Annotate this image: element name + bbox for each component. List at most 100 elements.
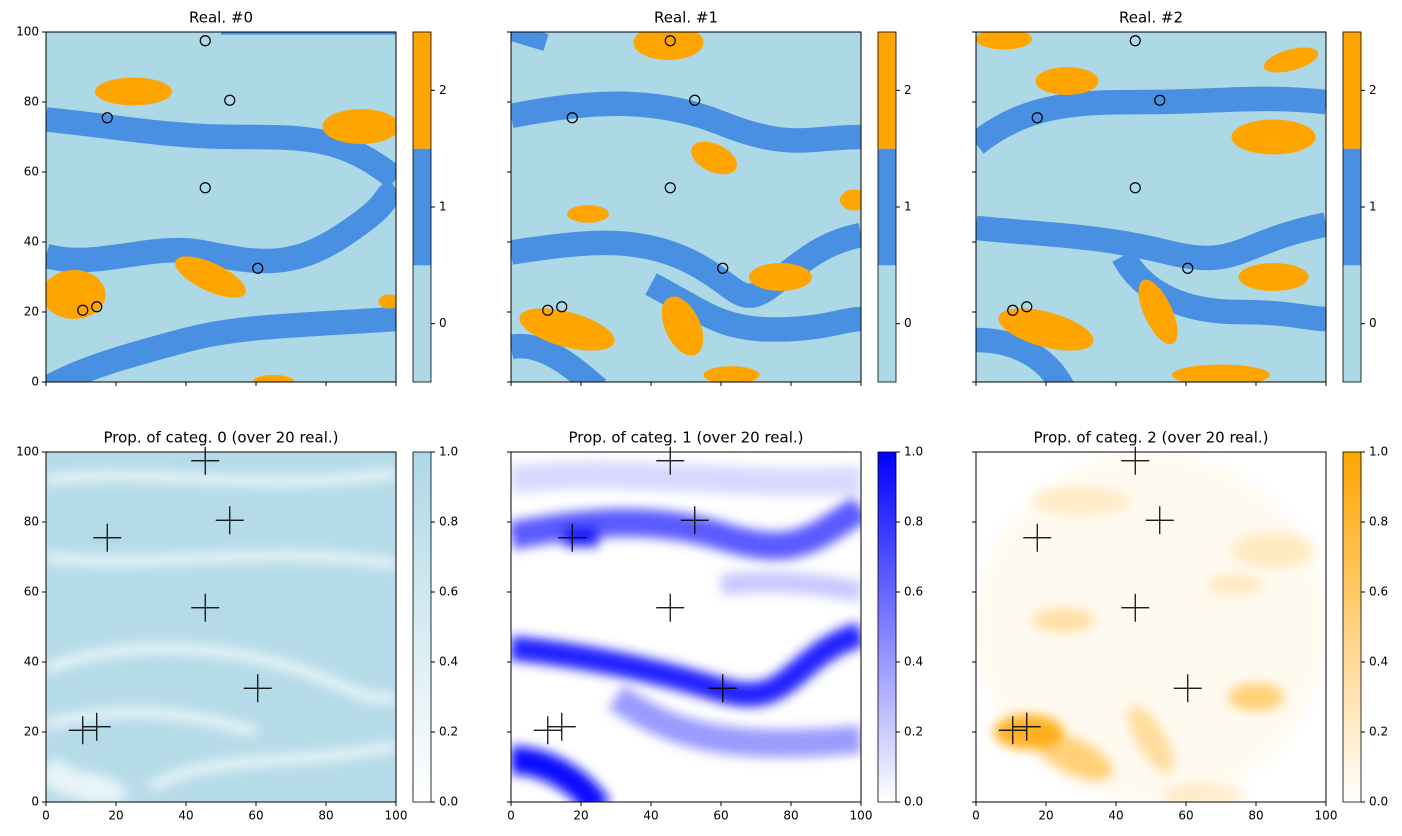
point [1154,94,1166,106]
point [533,716,562,745]
field [511,452,861,802]
panel-title: Prop. of categ. 0 (over 20 real.) [104,429,339,447]
cbar-tick-label: 0.8 [439,515,458,529]
point [1012,712,1041,741]
cbar-tick-label: 0.8 [904,515,923,529]
cbar-frame [1342,451,1362,803]
cbar-band [413,265,431,382]
panel-title: Prop. of categ. 1 (over 20 real.) [569,429,804,447]
cbar-band [1343,32,1361,149]
point [717,262,729,274]
cbar-band [878,148,896,266]
point [708,674,737,703]
cbar-tick-label: 1.0 [1369,445,1388,459]
cbar-gradient [1343,452,1361,802]
x-tick-label: 0 [42,809,50,823]
point [68,716,97,745]
cbar-tick-label: 2 [439,83,447,97]
point [199,35,211,47]
point [1173,674,1202,703]
point [558,523,587,552]
x-tick-label: 0 [972,809,980,823]
cbar-tick-label: 0.4 [439,655,458,669]
x-tick-label: 60 [713,809,728,823]
point [93,523,122,552]
point [1129,182,1141,194]
y-tick-label: 20 [24,305,39,319]
point [547,712,576,741]
point [680,506,709,535]
point [1129,35,1141,47]
point [252,262,264,274]
cbar-tick-label: 0.8 [1369,515,1388,529]
point [1145,506,1174,535]
x-tick-label: 40 [643,809,658,823]
point [191,593,220,622]
cbar-band [1343,148,1361,266]
field [46,452,396,802]
panel-title: Real. #2 [1119,9,1183,27]
point [215,506,244,535]
y-tick-label: 60 [24,585,39,599]
x-tick-label: 100 [385,809,408,823]
point [656,593,685,622]
point [566,112,578,124]
x-tick-label: 100 [850,809,873,823]
cbar-tick-label: 0.6 [439,585,458,599]
point [689,94,701,106]
cbar-tick-label: 1.0 [904,445,923,459]
point [77,304,89,316]
x-tick-label: 40 [178,809,193,823]
cbar-tick-label: 0.0 [1369,795,1388,809]
y-tick-label: 40 [24,655,39,669]
cbar-gradient [413,452,431,802]
point [1031,112,1043,124]
cbar-tick-label: 0.2 [439,725,458,739]
point [1121,593,1150,622]
point [224,94,236,106]
cbar-tick-label: 0.0 [439,795,458,809]
y-tick-label: 60 [24,165,39,179]
cbar-tick-label: 2 [1369,83,1377,97]
point [91,301,103,313]
cbar-tick-label: 0.2 [1369,725,1388,739]
point [1023,523,1052,552]
point [101,112,113,124]
y-tick-label: 80 [24,95,39,109]
axes-frame [510,31,862,383]
point [1182,262,1194,274]
cbar-tick-label: 2 [904,83,912,97]
axes-frame [45,31,397,383]
point [243,674,272,703]
cbar-tick-label: 0.6 [904,585,923,599]
panel-title: Prop. of categ. 2 (over 20 real.) [1034,429,1269,447]
y-tick-label: 20 [24,725,39,739]
point [664,35,676,47]
point [998,716,1027,745]
y-tick-label: 40 [24,235,39,249]
cbar-tick-label: 0 [439,316,447,330]
x-tick-label: 60 [1178,809,1193,823]
x-tick-label: 80 [783,809,798,823]
point [1121,446,1150,475]
point [656,446,685,475]
axes-frame [45,451,397,803]
x-tick-label: 40 [1108,809,1123,823]
point [1007,304,1019,316]
axes-frame [510,451,862,803]
y-tick-label: 0 [31,795,39,809]
point [191,446,220,475]
cbar-tick-label: 1.0 [439,445,458,459]
cbar-tick-label: 0.4 [904,655,923,669]
cbar-tick-label: 0.2 [904,725,923,739]
cbar-frame [412,451,432,803]
cbar-band [878,32,896,149]
x-tick-label: 0 [507,809,515,823]
y-tick-label: 80 [24,515,39,529]
field [511,32,861,382]
cbar-gradient [878,452,896,802]
cbar-band [878,265,896,382]
cbar-frame [877,451,897,803]
cbar-band [413,148,431,266]
